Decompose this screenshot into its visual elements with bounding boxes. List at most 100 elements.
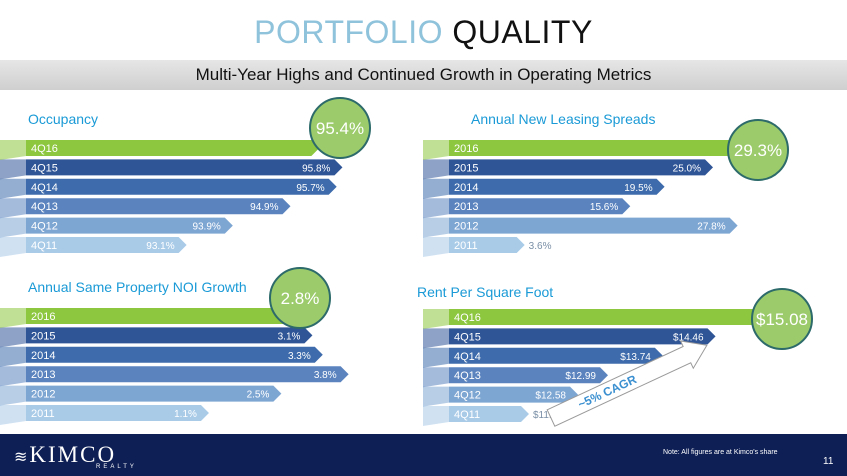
category-label: 4Q11 bbox=[31, 240, 57, 252]
bar bbox=[26, 198, 291, 215]
bar bbox=[449, 217, 738, 234]
bar bbox=[26, 178, 337, 195]
value-label: 93.9% bbox=[192, 222, 220, 233]
category-label: 2012 bbox=[31, 389, 55, 401]
category-label: 2016 bbox=[31, 311, 55, 323]
bar bbox=[449, 198, 631, 215]
category-label: 2014 bbox=[454, 182, 478, 194]
rent-psf-panel: Rent Per Square Foot 4Q11 $11.91 4Q12 $12.5… bbox=[417, 270, 847, 442]
category-label: 2012 bbox=[454, 221, 478, 233]
category-label: 4Q14 bbox=[31, 182, 58, 194]
bar-wedge bbox=[423, 309, 449, 329]
noi-growth-title: Annual Same Property NOI Growth bbox=[28, 279, 247, 295]
category-label: 4Q14 bbox=[454, 351, 481, 363]
noi-growth-chart: 2011 1.1% 2012 2.5% 2013 3.8% 2014 3.3% 2015 3.1%… bbox=[0, 267, 349, 425]
bar-wedge bbox=[0, 178, 26, 199]
kimco-logo: ≋ KIMCO bbox=[14, 442, 117, 467]
highlight-circle bbox=[269, 267, 331, 329]
highlight-circle bbox=[309, 97, 371, 159]
bar-wedge bbox=[0, 140, 26, 160]
bar bbox=[26, 308, 297, 324]
category-label: 2014 bbox=[31, 350, 55, 362]
footer: ≋ KIMCO REALTY Note: All figures are at K… bbox=[0, 434, 847, 476]
highlight-circle bbox=[727, 119, 789, 181]
highlight-value: 29.3% bbox=[734, 141, 782, 160]
value-label: 2.5% bbox=[247, 390, 270, 401]
value-label: 27.8% bbox=[697, 222, 725, 233]
bar bbox=[26, 140, 320, 156]
bar bbox=[449, 386, 579, 403]
bar-wedge bbox=[0, 159, 26, 180]
bar-wedge bbox=[423, 347, 449, 368]
highlight-value: 95.4% bbox=[316, 119, 364, 138]
noi-growth-panel: Annual Same Property NOI Growth 2011 1.1%… bbox=[0, 267, 424, 442]
category-label: 4Q13 bbox=[31, 201, 58, 213]
value-label: 15.6% bbox=[590, 202, 618, 213]
value-label: $14.46 bbox=[673, 332, 704, 343]
value-label: 3.1% bbox=[278, 331, 301, 342]
bar-wedge bbox=[0, 198, 26, 219]
category-label: 4Q13 bbox=[454, 370, 481, 382]
category-label: 4Q12 bbox=[454, 390, 481, 402]
bar bbox=[449, 367, 609, 384]
bar bbox=[449, 328, 716, 345]
value-label: 95.7% bbox=[296, 183, 324, 194]
bar-wedge bbox=[423, 386, 449, 407]
bar bbox=[26, 237, 187, 253]
category-label: 2016 bbox=[454, 143, 478, 155]
bar bbox=[26, 327, 313, 344]
bar bbox=[26, 385, 282, 402]
bar bbox=[449, 140, 751, 156]
bar-wedge bbox=[0, 366, 26, 387]
leasing-spreads-panel: Annual New Leasing Spreads 2011 3.6% 2012 2… bbox=[423, 100, 847, 272]
value-label: 1.1% bbox=[174, 409, 197, 420]
bar-wedge bbox=[423, 367, 449, 388]
value-label: 3.8% bbox=[314, 370, 337, 381]
bar-wedge bbox=[0, 327, 26, 348]
value-label: 95.8% bbox=[302, 163, 330, 174]
value-label: 94.9% bbox=[250, 202, 278, 213]
bar bbox=[26, 217, 233, 234]
bar-wedge bbox=[0, 385, 26, 406]
bar-wedge bbox=[423, 198, 449, 219]
bar-wedge bbox=[0, 405, 26, 425]
category-label: 4Q12 bbox=[31, 221, 58, 233]
category-label: 2013 bbox=[454, 201, 478, 213]
footnote: Note: All figures are at Kimco's share bbox=[663, 449, 778, 456]
category-label: 2013 bbox=[31, 369, 55, 381]
occupancy-title: Occupancy bbox=[28, 111, 99, 127]
category-label: 2011 bbox=[31, 408, 55, 420]
bar-wedge bbox=[423, 237, 449, 257]
category-label: 4Q11 bbox=[454, 409, 480, 421]
rent-psf-title: Rent Per Square Foot bbox=[417, 284, 554, 300]
value-label: $13.74 bbox=[620, 352, 651, 363]
category-label: 2015 bbox=[31, 330, 55, 342]
page-subtitle: Multi-Year Highs and Continued Growth in… bbox=[195, 65, 652, 84]
highlight-circle bbox=[751, 288, 813, 350]
bar-wedge bbox=[0, 237, 26, 257]
bar bbox=[449, 237, 525, 253]
bar-wedge bbox=[423, 406, 449, 426]
value-label: 25.0% bbox=[673, 163, 701, 174]
logo-subtitle: REALTY bbox=[96, 464, 137, 470]
bar bbox=[449, 159, 713, 176]
bar bbox=[26, 405, 209, 421]
bar-wedge bbox=[423, 159, 449, 180]
category-label: 2015 bbox=[454, 162, 478, 174]
leasing-spreads-title: Annual New Leasing Spreads bbox=[471, 111, 656, 127]
occupancy-panel: Occupancy 4Q11 93.1% 4Q12 93.9% 4Q13 94.9% 4Q1… bbox=[0, 97, 424, 272]
value-label: 93.1% bbox=[146, 241, 174, 252]
value-label: $12.58 bbox=[535, 391, 566, 402]
highlight-value: $15.08 bbox=[756, 310, 808, 329]
bar bbox=[449, 347, 663, 364]
bar bbox=[449, 309, 761, 325]
category-label: 2011 bbox=[454, 240, 478, 252]
bar-wedge bbox=[423, 140, 449, 160]
highlight-value: 2.8% bbox=[281, 289, 320, 308]
bar bbox=[449, 178, 665, 195]
bar-wedge bbox=[0, 217, 26, 238]
occupancy-chart: 4Q11 93.1% 4Q12 93.9% 4Q13 94.9% 4Q14 95.7% 4Q15… bbox=[0, 97, 371, 257]
value-label: $12.99 bbox=[565, 371, 596, 382]
category-label: 4Q16 bbox=[454, 312, 481, 324]
value-label: 19.5% bbox=[624, 183, 652, 194]
